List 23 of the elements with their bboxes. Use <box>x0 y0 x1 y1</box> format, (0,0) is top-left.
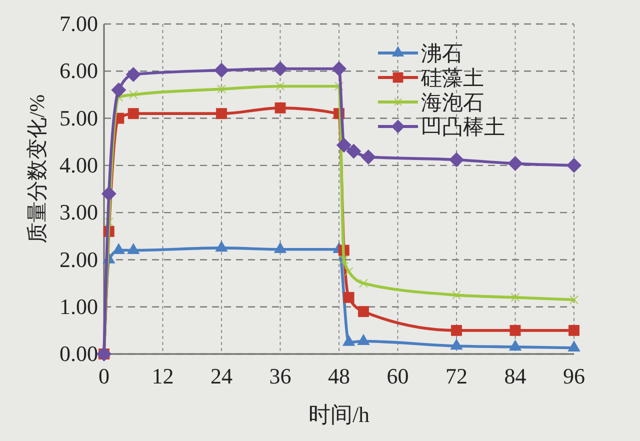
x-tick-label: 36 <box>269 364 292 389</box>
legend-label: 海泡石 <box>421 90 484 115</box>
x-tick-label: 84 <box>504 364 526 389</box>
x-tick-label: 24 <box>210 364 232 389</box>
y-tick-label: 0.00 <box>60 341 98 366</box>
y-tick-label: 6.00 <box>60 58 98 84</box>
x-tick-label: 72 <box>446 364 468 389</box>
x-tick-label: 96 <box>563 364 585 389</box>
y-tick-label: 3.00 <box>60 200 98 225</box>
legend-label: 沸石 <box>421 42 463 66</box>
y-tick-label: 1.00 <box>60 294 98 319</box>
y-tick-label: 7.00 <box>60 11 98 36</box>
y-tick-label: 5.00 <box>60 105 98 130</box>
y-tick-label: 2.00 <box>60 246 98 272</box>
x-tick-label: 60 <box>386 364 409 389</box>
legend-label: 凹凸棒土 <box>421 115 505 140</box>
y-tick-label: 4.00 <box>60 152 98 178</box>
legend-label: 硅藻土 <box>420 66 484 90</box>
x-tick-label: 0 <box>98 364 110 389</box>
y-axis-title: 质量分数变化/% <box>25 94 49 244</box>
x-axis-title: 时间/h <box>308 402 370 427</box>
x-tick-label: 48 <box>328 364 350 389</box>
x-tick-label: 12 <box>152 364 174 389</box>
